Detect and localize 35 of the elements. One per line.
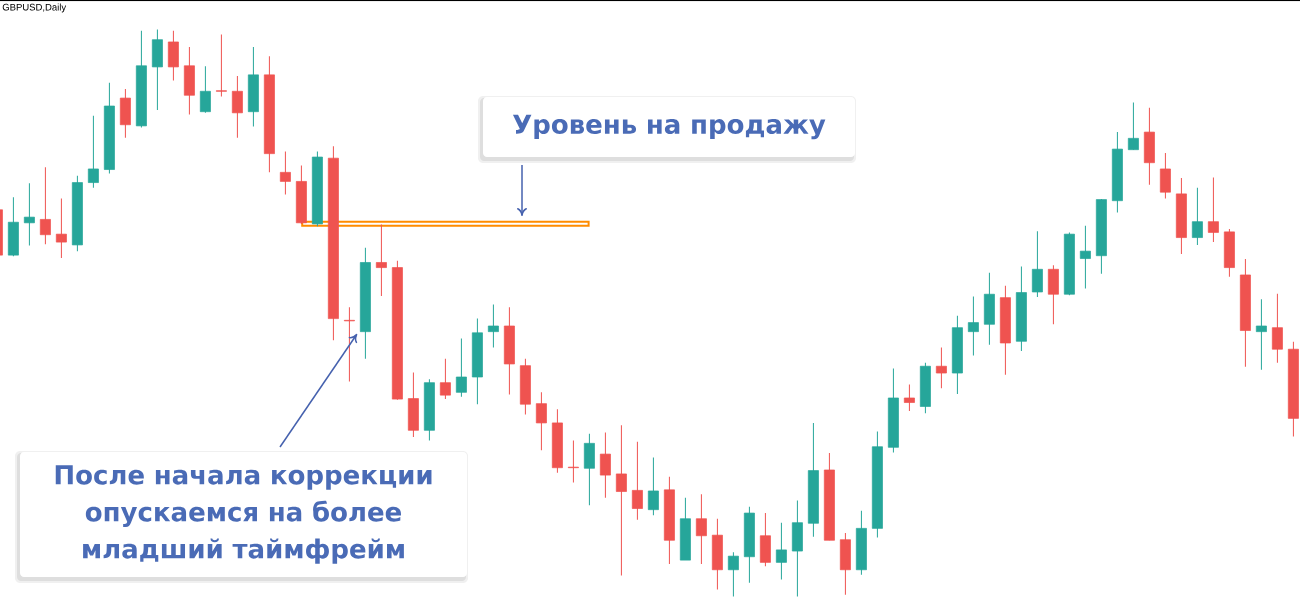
candlestick	[439, 358, 451, 400]
candlestick	[615, 424, 627, 576]
candlestick	[279, 150, 291, 195]
candlestick	[535, 391, 547, 451]
candlestick	[935, 347, 947, 389]
candlestick	[599, 432, 611, 499]
candlestick	[55, 197, 67, 259]
candlestick	[727, 551, 739, 597]
candlestick	[631, 441, 643, 521]
candlestick	[695, 493, 707, 565]
candlestick	[87, 115, 99, 189]
chart-title: GBPUSD,Daily	[2, 3, 67, 13]
candlestick	[647, 457, 659, 516]
candlestick	[1191, 187, 1203, 246]
candlestick	[1079, 225, 1091, 290]
candlestick	[199, 65, 211, 114]
candlestick	[231, 75, 243, 139]
candlestick	[903, 383, 915, 412]
candlestick	[1255, 298, 1267, 371]
candlestick	[775, 522, 787, 580]
annotation: После начала коррекции опускаемся на более младший таймфрейм	[55, 465, 432, 564]
candlestick	[455, 337, 467, 398]
candlestick	[487, 303, 499, 349]
candlestick	[23, 182, 35, 246]
candlestick	[1031, 230, 1043, 298]
candlestick	[39, 166, 51, 245]
band-label: Уровень на продажу	[512, 114, 826, 140]
candlestick	[567, 440, 579, 483]
candlestick	[375, 224, 387, 297]
candlestick	[967, 296, 979, 356]
candlestick	[215, 34, 227, 97]
candlestick	[1127, 102, 1139, 151]
candlestick	[1159, 152, 1171, 199]
candlestick	[1207, 176, 1219, 243]
candlestick	[1271, 293, 1283, 364]
